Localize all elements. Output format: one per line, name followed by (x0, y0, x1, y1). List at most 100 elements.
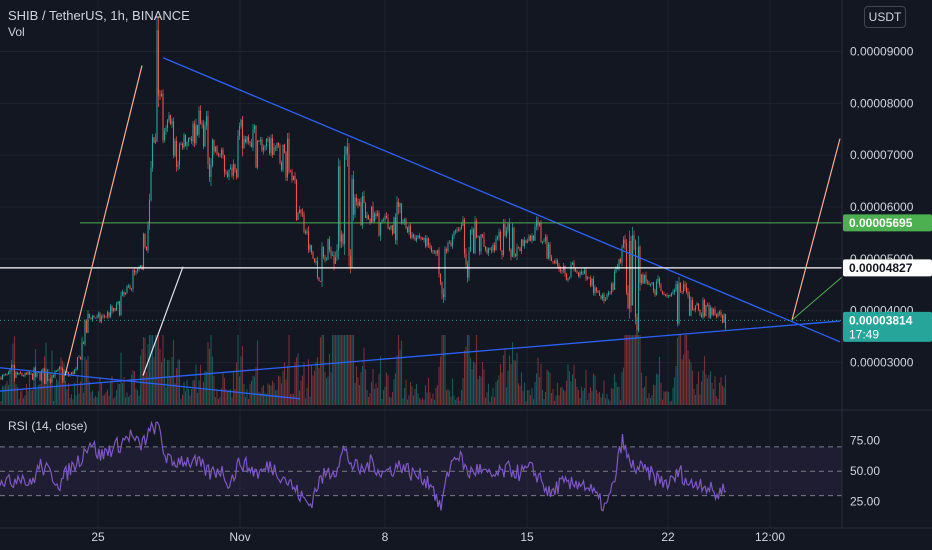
currency-button[interactable]: USDT (864, 6, 906, 28)
candle-body (568, 276, 571, 279)
volume-bar (412, 395, 415, 405)
candle-body (471, 229, 473, 231)
volume-bar (309, 396, 311, 405)
volume-bar (568, 371, 571, 405)
candle-body (348, 154, 350, 256)
candle-body (156, 30, 158, 142)
candle-body (174, 140, 176, 156)
volume-bar (634, 335, 637, 405)
candle-body (340, 234, 343, 242)
volume-bar (537, 357, 539, 405)
candle-body (601, 294, 604, 299)
candle-body (189, 137, 191, 139)
volume-bar (219, 396, 221, 405)
volume-bar (448, 390, 451, 405)
candle-body (360, 201, 362, 225)
volume-bar (400, 340, 403, 405)
volume-bar (693, 388, 695, 405)
volume-bar (465, 346, 467, 405)
candle-body (306, 231, 308, 233)
volume-bar (426, 392, 428, 405)
volume-bar (639, 335, 641, 405)
candle-body (273, 147, 275, 155)
volume-bar (268, 384, 271, 405)
candle-body (447, 242, 449, 252)
y-tick-label: 0.00007000 (850, 148, 914, 162)
candle-body (211, 139, 214, 166)
candle-body (346, 146, 349, 155)
candle-body (307, 231, 310, 250)
volume-bar (211, 356, 214, 405)
candle-body (229, 168, 232, 170)
volume-bar (307, 359, 310, 405)
candle-body (607, 292, 610, 295)
volume-bar (619, 400, 622, 405)
candle-body (609, 292, 611, 294)
rsi-line (0, 420, 727, 512)
candle-body (630, 240, 632, 306)
volume-bar (645, 376, 647, 405)
candle-body (546, 236, 548, 259)
candle-body (241, 119, 244, 149)
candle-body (121, 291, 124, 296)
drawings[interactable] (0, 57, 843, 400)
candle-body (255, 125, 257, 168)
volume-bar (499, 363, 502, 405)
candle-body (3, 374, 5, 376)
candle-body (214, 146, 217, 152)
candle-body (357, 201, 359, 206)
volume-bar (261, 387, 263, 405)
candle-body (408, 225, 410, 233)
candle-body (184, 134, 187, 147)
volume-bar (441, 335, 443, 405)
volume-bar (360, 372, 362, 405)
volume-bar (204, 370, 206, 405)
candle-body (274, 147, 277, 149)
candle-body (93, 315, 95, 318)
volume-bar (232, 371, 235, 405)
volume-bar (39, 383, 41, 405)
candle-body (172, 121, 175, 156)
volume-bar (544, 392, 547, 405)
candle-body (60, 367, 62, 369)
candle-body (654, 290, 656, 295)
volume-bar (378, 373, 380, 405)
volume-bar (306, 387, 308, 405)
volume-bar (424, 385, 427, 405)
volume-bar (663, 391, 665, 405)
volume-bar (564, 391, 566, 405)
candle-body (685, 286, 688, 293)
volume-bar (679, 335, 682, 405)
candle-body (342, 234, 344, 244)
candle-body (429, 244, 431, 248)
candle-body (640, 274, 643, 284)
volume-bar (82, 392, 85, 405)
volume-bar (85, 359, 88, 405)
volume-bar (84, 356, 86, 405)
volume-bar (369, 393, 371, 405)
volume-bar (298, 390, 301, 405)
level-pill (843, 259, 932, 277)
candle-body (57, 369, 59, 372)
candle-body (286, 138, 289, 178)
candle-body (678, 282, 680, 324)
volume-bar (79, 381, 82, 405)
volume-bar (24, 395, 26, 405)
volume-bar (133, 371, 136, 405)
candle-body (280, 162, 283, 170)
volume-bar (720, 377, 722, 405)
volume-bar (385, 372, 388, 405)
volume-bar (430, 398, 433, 405)
volume-bar (355, 366, 358, 405)
current-price-pill-text: 0.00003814 (849, 313, 913, 327)
candle-body (96, 316, 98, 318)
volume-bar (483, 369, 485, 405)
candle-body (469, 230, 472, 252)
candle-body (22, 375, 25, 377)
volume-bar (445, 390, 448, 405)
candle-body (123, 291, 125, 295)
candle-body (27, 372, 29, 375)
volume-bar (331, 335, 334, 405)
volume-bar (405, 379, 407, 405)
